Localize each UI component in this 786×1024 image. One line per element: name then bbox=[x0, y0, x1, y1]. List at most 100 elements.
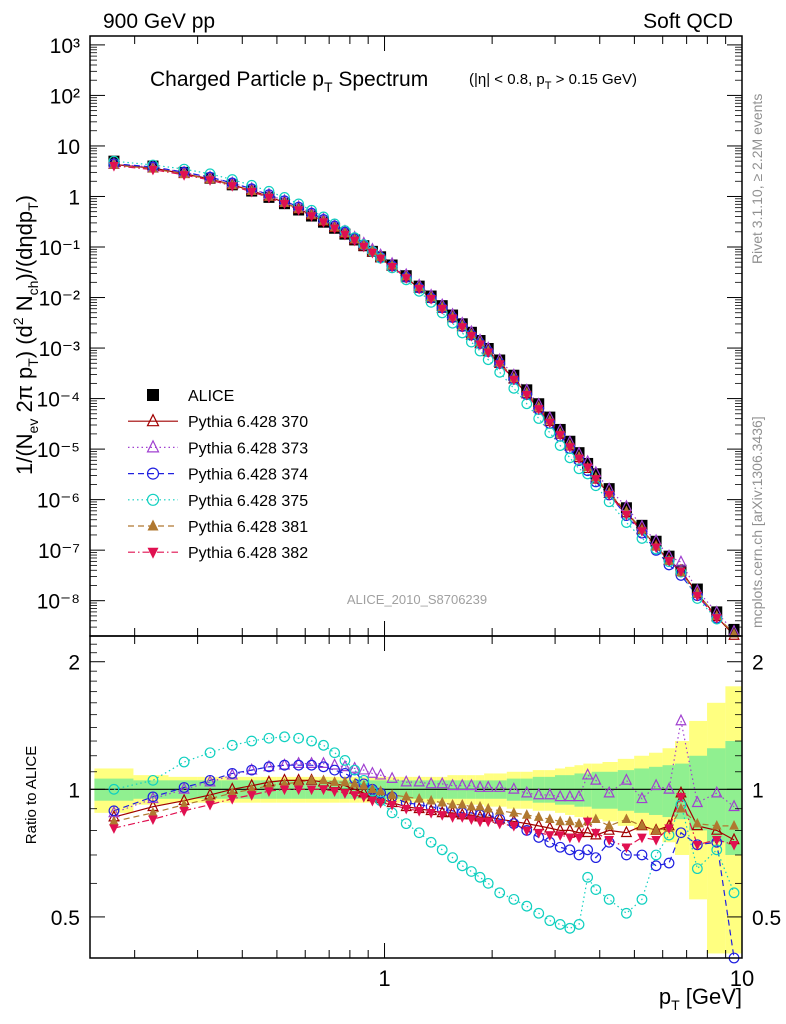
data-marker bbox=[533, 828, 544, 839]
data-marker bbox=[413, 774, 425, 787]
data-marker bbox=[509, 375, 519, 386]
data-marker bbox=[457, 798, 468, 809]
ratio-curve-2 bbox=[113, 720, 735, 814]
data-marker bbox=[691, 795, 704, 808]
data-marker bbox=[604, 836, 614, 846]
data-marker bbox=[279, 731, 290, 743]
data-marker bbox=[340, 230, 350, 241]
data-marker bbox=[483, 802, 494, 813]
band-stat bbox=[707, 748, 726, 843]
data-marker bbox=[509, 807, 519, 817]
data-marker bbox=[692, 817, 703, 828]
data-marker bbox=[664, 557, 674, 567]
data-marker bbox=[650, 849, 662, 861]
data-marker bbox=[436, 844, 448, 856]
y-tick-label: 10⁻¹ bbox=[39, 237, 80, 260]
data-marker bbox=[279, 785, 290, 796]
data-marker bbox=[591, 813, 601, 824]
data-marker bbox=[205, 792, 215, 803]
data-marker bbox=[494, 804, 505, 815]
band-stat bbox=[725, 741, 742, 855]
data-marker bbox=[263, 761, 275, 773]
data-marker bbox=[676, 802, 686, 813]
data-marker bbox=[246, 791, 257, 801]
axis-ticks: 1 10 10³ 10² 10 1 10⁻¹ 10⁻² 10⁻³ 10⁻⁴ 10⁻⁵ 10⁻⁶ 10⁻⁷… bbox=[37, 35, 782, 991]
data-marker bbox=[521, 785, 533, 798]
data-marker bbox=[465, 778, 478, 791]
data-marker bbox=[329, 787, 340, 797]
data-marker bbox=[494, 819, 505, 830]
data-marker bbox=[544, 787, 556, 800]
data-marker bbox=[447, 852, 458, 864]
data-marker bbox=[437, 811, 448, 821]
data-marker bbox=[574, 817, 584, 828]
data-marker bbox=[474, 780, 486, 792]
data-marker bbox=[366, 766, 379, 778]
data-marker bbox=[400, 774, 412, 787]
data-marker bbox=[292, 756, 305, 768]
data-marker bbox=[604, 820, 614, 830]
rivet-version: Rivet 3.1.10, ≥ 2.2M events bbox=[749, 94, 765, 264]
data-marker bbox=[675, 827, 687, 839]
legend-label: Pythia 6.428 382 bbox=[188, 545, 308, 562]
data-marker bbox=[554, 789, 566, 802]
data-marker bbox=[508, 782, 520, 794]
data-marker bbox=[436, 776, 448, 789]
data-marker bbox=[414, 806, 424, 817]
data-marker bbox=[494, 360, 505, 370]
x-tick-label: 10 bbox=[730, 966, 754, 991]
data-marker bbox=[636, 849, 648, 861]
data-marker bbox=[148, 815, 158, 826]
data-marker bbox=[108, 783, 120, 795]
data-marker bbox=[227, 787, 238, 797]
data-marker bbox=[555, 815, 565, 826]
xlabel: pT [GeV] bbox=[659, 984, 742, 1013]
data-marker bbox=[426, 794, 436, 805]
data-marker bbox=[590, 827, 602, 840]
data-marker bbox=[329, 747, 341, 759]
data-marker bbox=[521, 390, 532, 401]
data-marker bbox=[651, 836, 661, 846]
data-marker bbox=[306, 774, 317, 785]
data-marker bbox=[710, 785, 723, 798]
data-marker bbox=[279, 199, 290, 210]
data-marker bbox=[650, 778, 662, 791]
data-marker bbox=[533, 811, 544, 821]
data-marker bbox=[466, 815, 477, 826]
data-marker bbox=[387, 789, 397, 799]
data-marker bbox=[692, 591, 703, 602]
data-marker bbox=[573, 849, 585, 861]
ratio-frame bbox=[89, 635, 743, 959]
data-marker bbox=[555, 831, 565, 841]
data-marker bbox=[582, 871, 594, 883]
data-marker bbox=[729, 627, 739, 638]
legend: ALICE Pythia 6.428 370 Pythia 6.428 373 Pyt… bbox=[128, 388, 308, 562]
x-tick-label: 1 bbox=[378, 966, 390, 991]
data-marker bbox=[339, 755, 351, 766]
band-stat bbox=[662, 765, 676, 818]
band-stat bbox=[649, 766, 663, 815]
data-marker bbox=[533, 413, 545, 424]
data-marker bbox=[147, 774, 159, 786]
data-marker bbox=[148, 807, 158, 817]
y-tick-label: 1 bbox=[68, 186, 80, 209]
data-marker bbox=[457, 323, 468, 333]
data-marker bbox=[318, 785, 329, 796]
data-marker bbox=[358, 779, 369, 790]
data-marker bbox=[729, 820, 739, 830]
legend-label: Pythia 6.428 375 bbox=[188, 493, 308, 510]
main-curve-5 bbox=[113, 164, 735, 635]
data-marker bbox=[446, 778, 459, 791]
data-marker bbox=[147, 389, 159, 401]
data-marker bbox=[426, 809, 436, 819]
data-marker bbox=[564, 823, 576, 835]
data-marker bbox=[447, 813, 458, 823]
data-marker bbox=[226, 768, 239, 780]
data-marker bbox=[179, 806, 189, 817]
data-marker bbox=[401, 274, 412, 284]
legend-label: Pythia 6.428 374 bbox=[188, 467, 308, 484]
data-marker bbox=[226, 768, 238, 779]
data-marker bbox=[328, 758, 341, 770]
data-marker bbox=[178, 756, 190, 768]
data-marker bbox=[264, 787, 274, 797]
